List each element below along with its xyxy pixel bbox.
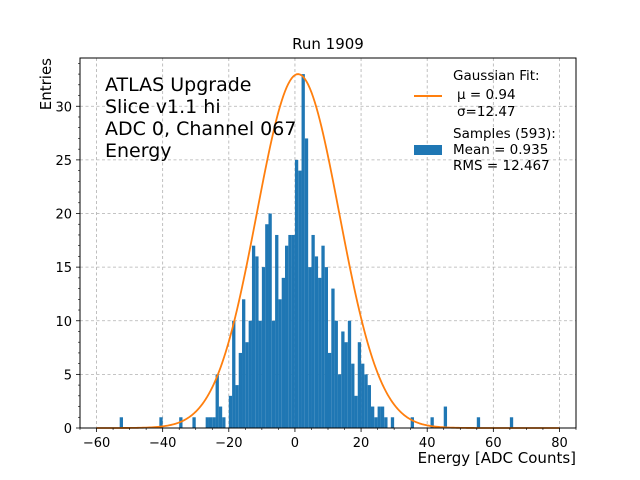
- histogram-bar: [374, 417, 378, 428]
- histogram-bar: [334, 320, 338, 428]
- histogram-bar: [341, 331, 345, 428]
- y-tick-label: 0: [64, 422, 72, 437]
- y-tick-label: 20: [55, 208, 72, 223]
- histogram-bar: [258, 320, 262, 428]
- histogram-bar: [410, 417, 414, 428]
- histogram-bar: [238, 352, 243, 428]
- histogram-bar: [357, 342, 362, 428]
- y-tick-label: 25: [55, 154, 72, 169]
- histogram-bar: [218, 406, 223, 428]
- histogram-bar: [370, 406, 375, 428]
- histogram-bar: [291, 234, 295, 428]
- annotation-line-4: Energy: [105, 140, 172, 162]
- histogram-bar: [222, 417, 226, 428]
- histogram-bar: [324, 267, 328, 428]
- histogram-bars: [119, 74, 514, 428]
- annotation-line-2: Slice v1.1 hi: [105, 96, 221, 118]
- histogram-bar: [390, 417, 395, 428]
- legend-samples-swatch: [414, 145, 442, 155]
- histogram-bar: [228, 395, 233, 428]
- histogram-bar: [119, 417, 123, 428]
- annotation-line-1: ATLAS Upgrade: [105, 74, 251, 96]
- legend-samples-rms: RMS = 12.467: [453, 158, 550, 174]
- legend-fit-mu: μ = 0.94: [457, 87, 516, 103]
- histogram-bar: [215, 374, 219, 428]
- histogram-bar: [328, 352, 332, 428]
- x-tick-label: −60: [83, 436, 110, 451]
- histogram-bar: [265, 224, 269, 428]
- histogram-bar: [248, 320, 252, 428]
- x-tick-label: −20: [215, 436, 242, 451]
- x-tick-label: 20: [353, 436, 370, 451]
- histogram-bar: [361, 363, 365, 428]
- x-tick-label: 60: [485, 436, 502, 451]
- chart-annotation: ATLAS Upgrade Slice v1.1 hi ADC 0, Chann…: [105, 74, 296, 162]
- histogram-bar: [367, 385, 371, 428]
- annotation-line-3: ADC 0, Channel 067: [105, 118, 296, 140]
- histogram-bar: [268, 213, 272, 428]
- x-tick-label: 80: [551, 436, 568, 451]
- legend-samples-title: Samples (593):: [453, 126, 556, 142]
- x-axis-ticks: −60 −40 −20 0 20 40 60 80: [79, 428, 577, 451]
- histogram-bar: [443, 406, 448, 428]
- x-tick-label: 40: [419, 436, 436, 451]
- histogram-bar: [321, 245, 325, 428]
- y-tick-label: 30: [55, 100, 72, 115]
- x-tick-label: 0: [291, 436, 299, 451]
- histogram-bar: [301, 74, 305, 428]
- legend: Gaussian Fit: μ = 0.94 σ=12.47 Samples (…: [414, 68, 556, 174]
- y-axis-ticks: 0 5 10 15 20 25 30: [55, 63, 80, 437]
- legend-fit-title: Gaussian Fit:: [453, 68, 540, 84]
- histogram-bar: [344, 342, 348, 428]
- histogram-bar: [278, 299, 282, 428]
- histogram-bar: [351, 363, 355, 428]
- histogram-bar: [380, 406, 385, 428]
- histogram-bar: [288, 234, 292, 428]
- histogram-bar: [235, 385, 239, 428]
- x-axis-label: Energy [ADC Counts]: [418, 449, 576, 467]
- chart-title: Run 1909: [292, 35, 364, 53]
- histogram-bar: [208, 417, 213, 428]
- histogram-bar: [384, 417, 388, 428]
- histogram-bar: [509, 417, 514, 428]
- histogram-bar: [159, 417, 163, 428]
- histogram-bar: [314, 256, 319, 428]
- histogram-bar: [285, 245, 289, 428]
- histogram-bar: [364, 374, 368, 428]
- histogram-bar: [271, 320, 276, 428]
- histogram-bar: [354, 395, 358, 428]
- y-tick-label: 15: [55, 261, 72, 276]
- histogram-bar: [476, 417, 481, 428]
- histogram-bar: [304, 138, 309, 428]
- histogram-bar: [192, 417, 196, 428]
- histogram-bar: [298, 170, 302, 428]
- histogram-bar: [261, 267, 266, 428]
- histogram-bar: [245, 342, 249, 428]
- x-tick-label: −40: [149, 436, 176, 451]
- histogram-bar: [318, 277, 322, 428]
- histogram-bar: [430, 417, 434, 428]
- histogram-bar: [281, 277, 286, 428]
- histogram-bar: [337, 374, 342, 428]
- histogram-bar: [255, 256, 259, 428]
- histogram-bar: [294, 159, 299, 428]
- histogram-bar: [212, 417, 216, 428]
- histogram-bar: [232, 320, 236, 428]
- histogram-bar: [377, 406, 381, 428]
- histogram-bar: [347, 320, 352, 428]
- histogram-bar: [275, 234, 279, 428]
- y-tick-label: 10: [55, 315, 72, 330]
- y-axis-label: Entries: [37, 58, 55, 110]
- y-tick-label: 5: [64, 368, 72, 383]
- histogram-bar: [251, 245, 256, 428]
- histogram-bar: [331, 288, 335, 428]
- histogram-bar: [308, 267, 312, 428]
- legend-fit-sigma: σ=12.47: [457, 104, 516, 120]
- histogram-bar: [242, 299, 246, 428]
- histogram-bar: [205, 417, 209, 428]
- histogram-bar: [311, 234, 315, 428]
- legend-samples-mean: Mean = 0.935: [453, 142, 548, 158]
